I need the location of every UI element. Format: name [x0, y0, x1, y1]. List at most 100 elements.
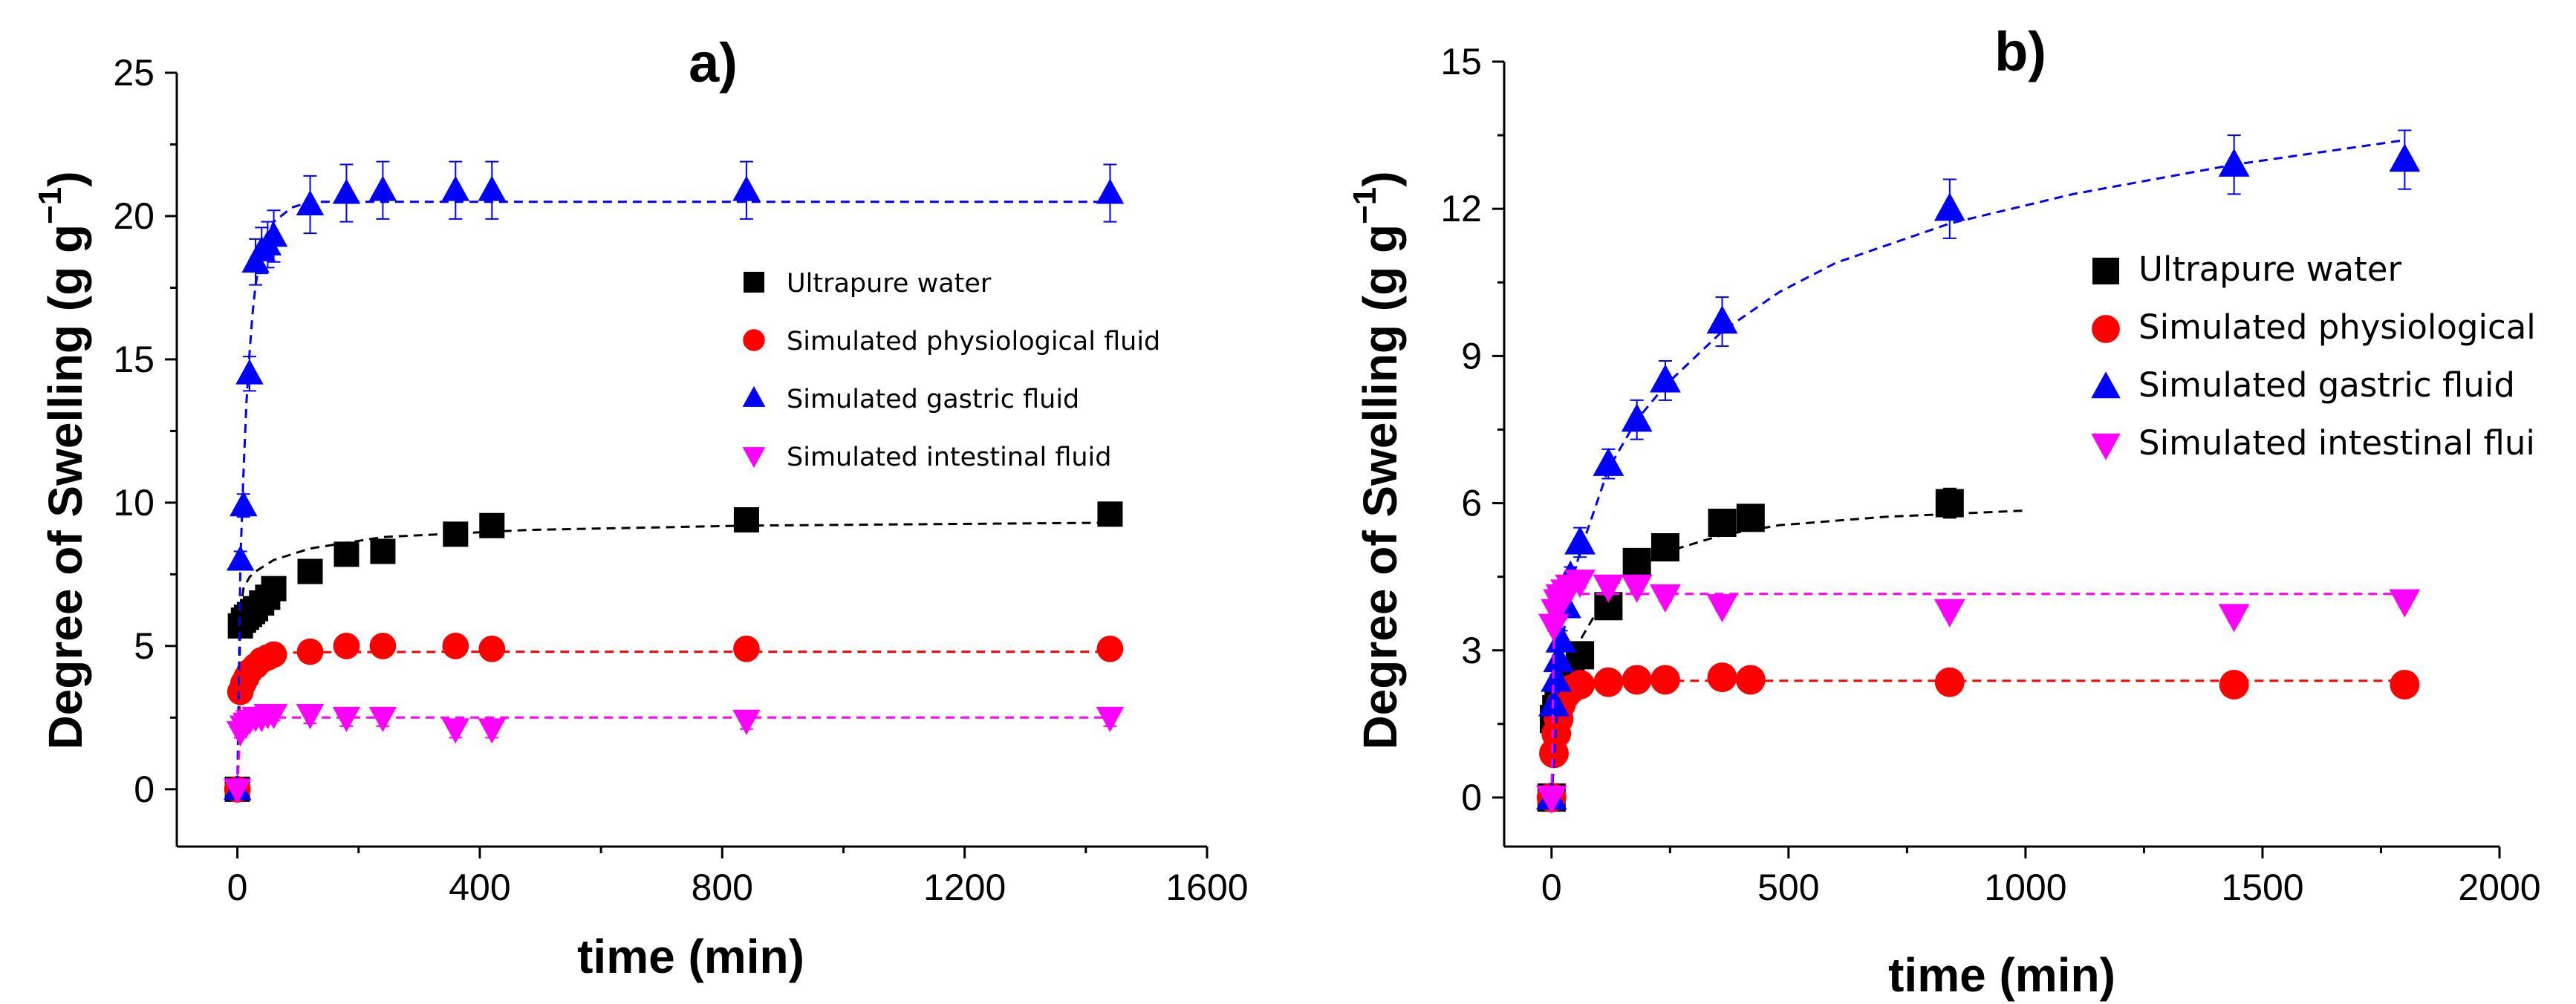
data-point	[1593, 667, 1624, 697]
y-axis-title: Degree of Swelling (g g−1)	[32, 171, 92, 749]
panel-b: 0 500 1000 1500 2000 0 3 6 9 12 15 b) time (min) Degr…	[1347, 21, 2541, 1002]
data-point	[368, 175, 397, 201]
legend-marker	[744, 272, 764, 293]
legend-label: Simulated gastric fluid	[787, 385, 1079, 414]
data-point	[261, 576, 287, 602]
legend-label: Simulated physiological fluid	[787, 327, 1160, 356]
data-point	[1538, 613, 1570, 642]
fit-line	[1550, 509, 2026, 798]
legend-label: Simulated physiological	[2138, 307, 2536, 347]
fit-line	[1550, 679, 2405, 798]
data-point	[1650, 364, 1681, 393]
data-point	[1650, 533, 1679, 562]
legend-label: Simulated intestinal fluid	[787, 443, 1111, 472]
data-point	[296, 189, 325, 215]
data-point	[259, 221, 288, 247]
legend-entry: Simulated intestinal flui	[2091, 423, 2535, 463]
legend-entry: Simulated gastric fluid	[742, 385, 1079, 414]
fit-line	[236, 521, 1110, 789]
x-tick-label: 400	[449, 867, 510, 908]
y-tick-label: 12	[1440, 188, 1482, 229]
data-point	[1622, 547, 1651, 576]
legend-marker	[2092, 258, 2119, 284]
legend-marker	[742, 385, 766, 407]
data-point	[1565, 670, 1596, 700]
legend-marker	[743, 329, 765, 351]
data-point	[441, 718, 470, 744]
data-point	[332, 706, 361, 732]
fit-line	[1550, 593, 2405, 798]
panel-title: a)	[689, 32, 738, 94]
data-point	[1097, 501, 1123, 527]
fit-line	[236, 716, 1110, 789]
series-square	[1537, 487, 2026, 812]
legend-entry: Ultrapure water	[2092, 250, 2401, 289]
data-point	[1543, 644, 1575, 673]
data-point	[1706, 305, 1738, 334]
legend-marker	[2091, 433, 2121, 460]
legend-entry: Simulated intestinal fluid	[742, 443, 1111, 472]
data-point	[1933, 192, 1965, 221]
legend-marker	[742, 447, 766, 469]
data-point	[1535, 785, 1567, 814]
data-point	[1621, 574, 1653, 603]
x-tick-label: 500	[1757, 867, 1819, 908]
y-tick-label: 15	[1440, 41, 1482, 82]
data-point	[223, 778, 252, 804]
data-point	[1650, 584, 1681, 613]
data-point	[2218, 604, 2250, 633]
data-point	[2389, 143, 2421, 172]
data-point	[1593, 447, 1624, 476]
x-tick-label: 1000	[1984, 867, 2066, 908]
legend-entry: Ultrapure water	[744, 269, 992, 299]
data-point	[2218, 148, 2250, 177]
data-point	[443, 521, 469, 547]
legend-label: Simulated gastric fluid	[2138, 365, 2515, 405]
data-point	[1621, 403, 1653, 432]
data-point	[1622, 665, 1652, 695]
y-tick-label: 5	[134, 625, 155, 667]
data-point	[733, 507, 759, 533]
legend-label: Simulated intestinal flui	[2138, 423, 2535, 463]
data-point	[1096, 706, 1125, 732]
data-point	[368, 706, 397, 732]
data-point	[732, 175, 761, 201]
y-tick-label: 6	[1461, 483, 1482, 524]
data-point	[369, 633, 397, 659]
data-point	[1935, 489, 1964, 518]
y-axis-title: Degree of Swelling (g g−1)	[1347, 171, 1407, 749]
series-triangle-up	[223, 160, 1125, 801]
y-tick-label: 10	[113, 482, 155, 524]
y-tick-label: 0	[1461, 777, 1482, 818]
fit-line	[236, 651, 1110, 789]
series-circle	[1536, 662, 2420, 812]
series-triangle-down	[223, 704, 1125, 804]
legend-label: Ultrapure water	[787, 269, 992, 299]
data-point	[1707, 662, 1737, 693]
data-point	[1706, 594, 1738, 623]
x-tick-label: 1200	[923, 867, 1006, 908]
x-axis-title: time (min)	[577, 930, 804, 983]
data-point	[1096, 635, 1124, 662]
data-point	[296, 638, 324, 665]
data-point	[1708, 508, 1737, 537]
y-tick-label: 3	[1461, 630, 1482, 671]
data-point	[1564, 526, 1596, 555]
x-tick-label: 0	[227, 867, 248, 908]
data-point	[1650, 665, 1680, 695]
data-point	[260, 641, 287, 668]
data-point	[332, 178, 361, 204]
data-point	[334, 541, 360, 567]
series-triangle-down	[1535, 570, 2421, 814]
data-point	[479, 512, 505, 538]
data-point	[2219, 670, 2249, 700]
legend-label: Ultrapure water	[2138, 250, 2401, 289]
data-point	[478, 635, 506, 662]
data-point	[297, 558, 323, 584]
data-point	[1933, 599, 1965, 628]
data-point	[1736, 503, 1765, 532]
data-point	[2390, 670, 2420, 700]
series-triangle-up	[1535, 129, 2421, 810]
x-tick-label: 800	[692, 867, 753, 908]
